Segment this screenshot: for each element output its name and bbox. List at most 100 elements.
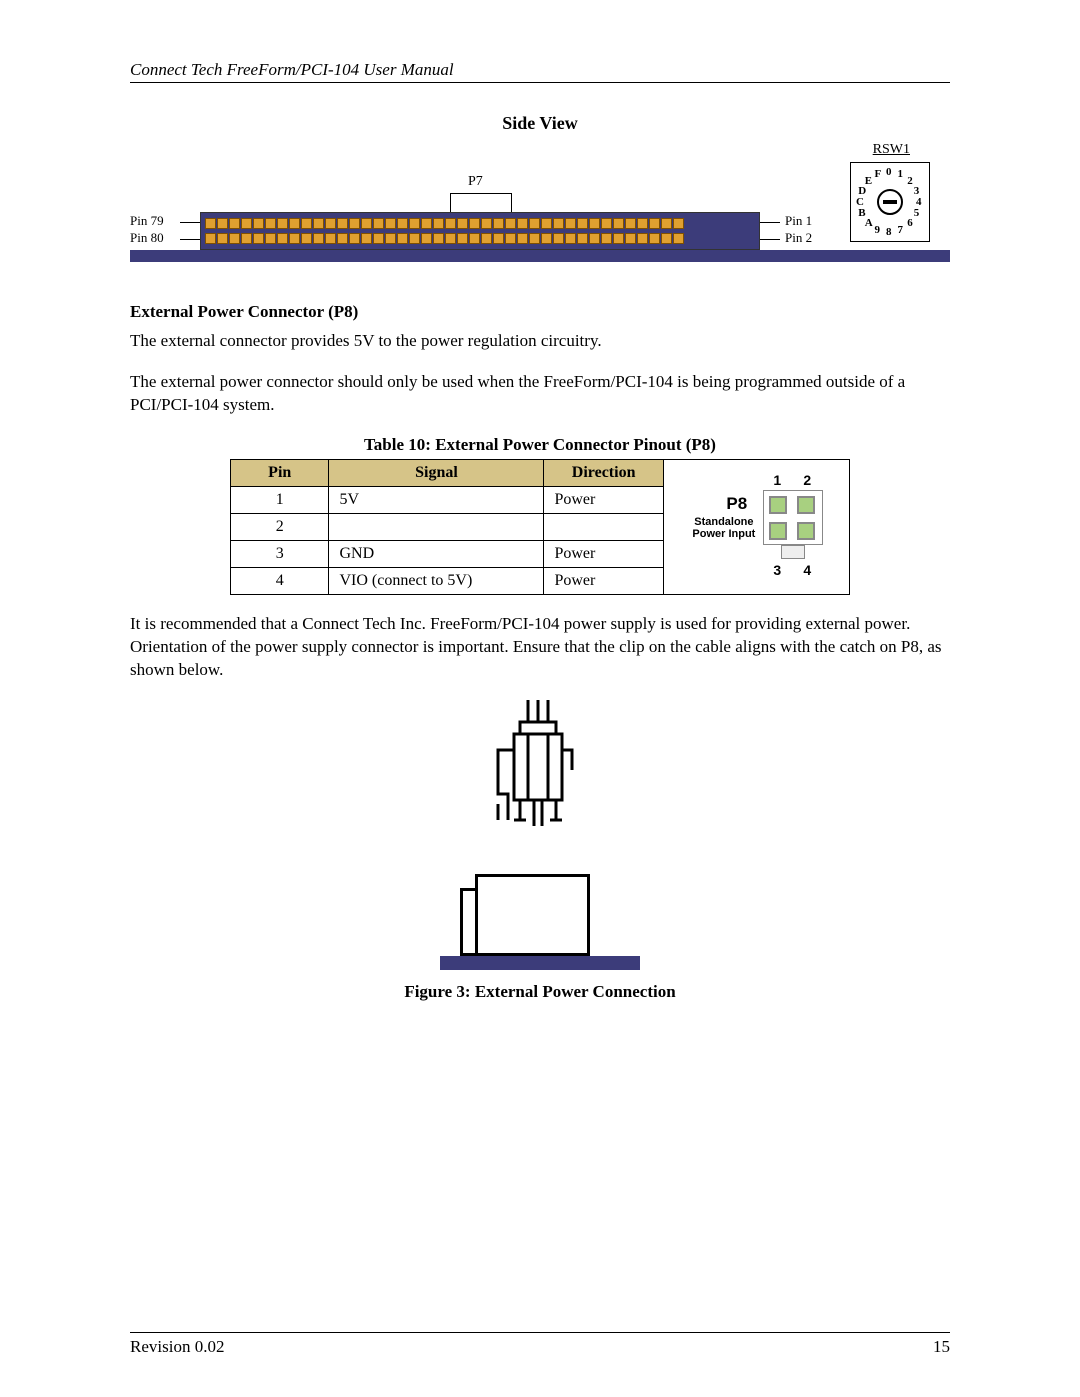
rotary-switch-diagram: 0123456789ABCDEF bbox=[850, 162, 930, 242]
connector-pin bbox=[253, 218, 264, 229]
connector-pin bbox=[217, 218, 228, 229]
connector-pin bbox=[205, 218, 216, 229]
connector-pin bbox=[529, 218, 540, 229]
p8-pin-num: 4 bbox=[803, 562, 811, 578]
document-page: Connect Tech FreeForm/PCI-104 User Manua… bbox=[0, 0, 1080, 1397]
connector-pin bbox=[457, 218, 468, 229]
connector-pin bbox=[433, 218, 444, 229]
pinout-table: Pin Signal Direction 1 2 P8 Standalone bbox=[230, 459, 850, 595]
connector-pin bbox=[553, 233, 564, 244]
connector-pin bbox=[649, 218, 660, 229]
connector-pin bbox=[361, 233, 372, 244]
section-heading: External Power Connector (P8) bbox=[130, 302, 950, 322]
connector-pin bbox=[481, 218, 492, 229]
cell-pin: 3 bbox=[231, 540, 329, 567]
connector-pin bbox=[589, 218, 600, 229]
connector-pin bbox=[361, 218, 372, 229]
cell-pin: 2 bbox=[231, 513, 329, 540]
p8-connector-diagram: 1 2 P8 Standalone Power Input 3 4 bbox=[681, 472, 831, 582]
connector-pin bbox=[421, 218, 432, 229]
rotary-position-label: 0 bbox=[886, 166, 892, 178]
cell-direction: Power bbox=[544, 567, 663, 594]
pinout-table-wrapper: Pin Signal Direction 1 2 P8 Standalone bbox=[230, 459, 850, 595]
connector-pin bbox=[409, 233, 420, 244]
connector-pin bbox=[661, 233, 672, 244]
connector-pin bbox=[421, 233, 432, 244]
connector-pin bbox=[433, 233, 444, 244]
connector-pin bbox=[241, 218, 252, 229]
connector-pin bbox=[313, 233, 324, 244]
connector-pin bbox=[517, 218, 528, 229]
cell-signal: 5V bbox=[329, 486, 544, 513]
connector-pin bbox=[217, 233, 228, 244]
col-direction: Direction bbox=[544, 459, 663, 486]
connector-pin bbox=[373, 233, 384, 244]
connector-pin bbox=[637, 218, 648, 229]
pin-tick bbox=[760, 239, 780, 240]
rotary-position-label: 1 bbox=[897, 168, 903, 180]
p8-pin-square bbox=[797, 496, 815, 514]
pin79-label: Pin 79 bbox=[130, 213, 164, 229]
rotary-position-label: F bbox=[875, 168, 882, 180]
pin-tick bbox=[180, 222, 200, 223]
socket-box bbox=[475, 874, 590, 956]
connector-pin bbox=[313, 218, 324, 229]
connector-pin bbox=[577, 233, 588, 244]
p8-pin-square bbox=[769, 496, 787, 514]
connector-pin bbox=[673, 218, 684, 229]
rotary-position-label: A bbox=[865, 217, 873, 229]
connector-pin bbox=[637, 233, 648, 244]
connector-pin bbox=[265, 218, 276, 229]
socket-pcb-bar bbox=[440, 956, 640, 970]
pcb-bar bbox=[130, 250, 950, 262]
connector-pin bbox=[505, 233, 516, 244]
connector-pin bbox=[349, 233, 360, 244]
connector-pin bbox=[265, 233, 276, 244]
col-signal: Signal bbox=[329, 459, 544, 486]
connector-pin bbox=[445, 233, 456, 244]
side-view-title: Side View bbox=[130, 113, 950, 134]
figure-caption: Figure 3: External Power Connection bbox=[130, 982, 950, 1002]
connector-pin bbox=[409, 218, 420, 229]
connector-pin bbox=[589, 233, 600, 244]
connector-pin bbox=[493, 218, 504, 229]
connector-pin bbox=[325, 233, 336, 244]
connector-pin bbox=[229, 233, 240, 244]
connector-pin bbox=[673, 233, 684, 244]
pin-row-top bbox=[201, 216, 759, 231]
connector-pin bbox=[253, 233, 264, 244]
plug-diagram bbox=[480, 700, 600, 840]
connector-pin bbox=[277, 218, 288, 229]
paragraph: The external power connector should only… bbox=[130, 371, 950, 417]
pin80-label: Pin 80 bbox=[130, 230, 164, 246]
connector-pin bbox=[469, 233, 480, 244]
rotary-slot bbox=[883, 200, 897, 204]
cell-signal bbox=[329, 513, 544, 540]
connector-pin bbox=[529, 233, 540, 244]
p8-pin-square bbox=[769, 522, 787, 540]
table-caption: Table 10: External Power Connector Pinou… bbox=[130, 435, 950, 455]
connector-pin bbox=[517, 233, 528, 244]
connector-pin bbox=[481, 233, 492, 244]
rotary-position-label: 6 bbox=[907, 217, 913, 229]
connector-pin bbox=[661, 218, 672, 229]
p7-connector-tab bbox=[450, 193, 512, 212]
cell-direction: Power bbox=[544, 540, 663, 567]
rotary-position-label: 5 bbox=[914, 207, 920, 219]
rsw1-label: RSW1 bbox=[873, 142, 910, 158]
cell-pin: 1 bbox=[231, 486, 329, 513]
connector-pin bbox=[565, 218, 576, 229]
footer-page-number: 15 bbox=[933, 1337, 950, 1357]
cell-direction bbox=[544, 513, 663, 540]
rotary-position-label: 7 bbox=[897, 224, 903, 236]
connector-pin bbox=[505, 218, 516, 229]
connector-pin bbox=[445, 218, 456, 229]
connector-pin bbox=[649, 233, 660, 244]
table-header-row: Pin Signal Direction 1 2 P8 Standalone bbox=[231, 459, 850, 486]
connector-pin bbox=[613, 218, 624, 229]
connector-pin bbox=[289, 218, 300, 229]
connector-pin bbox=[205, 233, 216, 244]
connector-pin bbox=[469, 218, 480, 229]
cell-pin: 4 bbox=[231, 567, 329, 594]
p8-subtitle: Standalone Power Input bbox=[686, 516, 761, 540]
